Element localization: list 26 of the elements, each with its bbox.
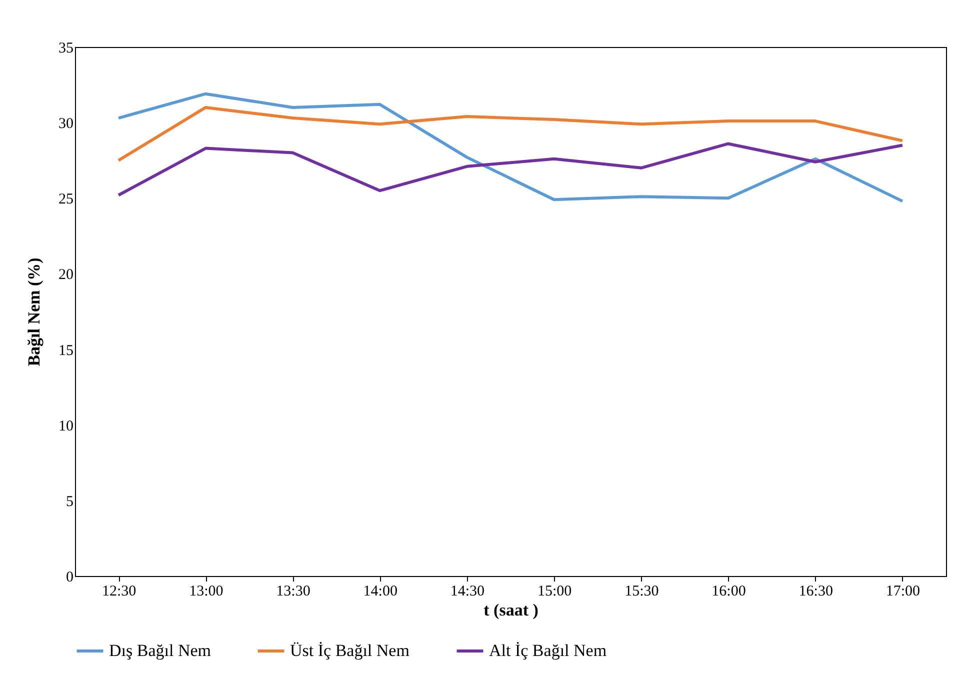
line-series	[117, 92, 904, 203]
x-tick-label: 15:00	[537, 584, 572, 600]
y-tick-label: 10	[58, 418, 74, 434]
line-series	[117, 142, 904, 197]
y-tick-label: 5	[66, 494, 74, 510]
legend-label: Alt İç Bağıl Nem	[489, 641, 607, 660]
y-tick-label: 15	[58, 342, 74, 359]
x-tick-label: 16:30	[798, 584, 833, 600]
legend-label: Dış Bağıl Nem	[109, 641, 211, 660]
x-tick-label: 12:30	[102, 584, 136, 600]
x-tick-label: 17:00	[886, 584, 920, 600]
y-tick-label: 0	[66, 570, 74, 586]
line-series	[117, 106, 904, 162]
x-tick-label: 14:00	[363, 584, 398, 600]
x-axis-title: t (saat )	[484, 600, 538, 620]
x-tick-label: 13:30	[276, 584, 310, 600]
x-tick-label: 16:00	[712, 584, 746, 600]
x-tick-label: 15:30	[624, 584, 659, 600]
y-tick-label: 30	[58, 116, 74, 132]
y-tick-label: 20	[58, 267, 74, 284]
legend-label: Üst İç Bağıl Nem	[290, 641, 410, 660]
x-tick-label: 14:30	[450, 584, 485, 600]
y-axis-title: Bağıl Nem (%)	[24, 258, 44, 366]
y-tick-label: 35	[58, 40, 74, 56]
x-tick-label: 13:00	[189, 584, 224, 600]
y-tick-label: 25	[58, 192, 74, 208]
